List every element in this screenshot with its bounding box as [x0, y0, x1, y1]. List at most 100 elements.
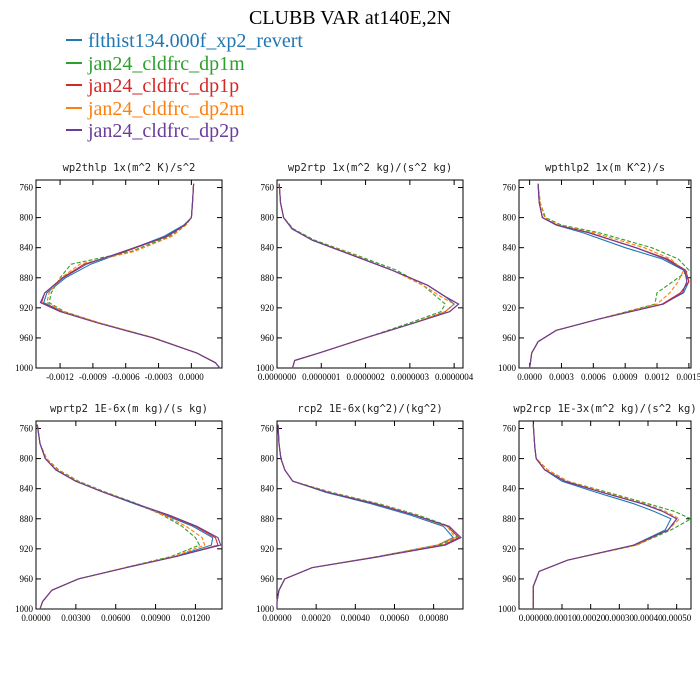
legend-item: jan24_cldfrc_dp2m: [66, 98, 303, 121]
series-line: [532, 424, 672, 609]
y-tick-label: 920: [20, 303, 34, 313]
y-tick-label: 920: [20, 544, 34, 554]
y-tick-label: 800: [20, 213, 34, 223]
chart-panel: wprtp2 1E-6x(m kg)/(s kg) 760 800 840 880 920…: [15, 403, 223, 623]
y-tick-label: 960: [20, 574, 34, 584]
x-tick-label: 0.0000: [517, 372, 542, 382]
legend-item: jan24_cldfrc_dp1p: [66, 75, 303, 98]
x-tick-label: -0.0009: [79, 372, 107, 382]
x-tick-label: 0.00300: [61, 613, 91, 623]
legend-swatch: [66, 61, 82, 64]
chart-panel: rcp2 1E-6x(kg^2)/(kg^2) 760 800 840 880 920 96…: [256, 403, 464, 623]
panel-title: wp2rtp 1x(m^2 kg)/(s^2 kg): [288, 162, 452, 174]
series-line: [36, 424, 219, 610]
y-tick-label: 840: [261, 243, 275, 253]
plot-frame: [35, 179, 223, 369]
y-tick-label: 800: [261, 454, 275, 464]
x-tick-label: 0.00080: [419, 613, 449, 623]
legend-label: jan24_cldfrc_dp2p: [88, 120, 240, 142]
legend-swatch: [66, 39, 82, 42]
y-tick-label: 960: [20, 333, 34, 343]
y-tick-label: 880: [20, 273, 34, 283]
series-line: [39, 183, 221, 369]
x-tick-label: 0.0000: [179, 372, 204, 382]
y-tick-label: 920: [261, 544, 275, 554]
x-tick-label: 0.00040: [633, 613, 663, 623]
x-tick-label: 0.00010: [547, 613, 577, 623]
y-tick-label: 760: [261, 424, 275, 434]
y-tick-label: 1000: [498, 604, 517, 614]
series-line: [278, 183, 447, 369]
x-tick-label: -0.0006: [112, 372, 140, 382]
series-line: [278, 183, 456, 369]
x-tick-label: 0.00000: [21, 613, 51, 623]
series-line: [276, 424, 458, 609]
series-line: [43, 183, 221, 369]
chart-panel: wpthlp2 1x(m K^2)/s 760 800 840 880 920 960 100…: [498, 162, 700, 382]
y-tick-label: 840: [261, 484, 275, 494]
series-line: [276, 424, 461, 609]
series-line: [532, 424, 678, 609]
series-line: [48, 183, 221, 369]
panel-title: wpthlp2 1x(m K^2)/s: [545, 162, 665, 174]
plot-frame: [276, 179, 464, 369]
plot-frame: [518, 179, 692, 369]
y-tick-label: 1000: [256, 363, 275, 373]
y-tick-label: 760: [20, 183, 34, 193]
y-tick-label: 1000: [256, 604, 275, 614]
x-tick-label: 0.00900: [141, 613, 171, 623]
legend-item: jan24_cldfrc_dp2p: [66, 120, 303, 143]
series-line: [278, 183, 460, 369]
series-line: [529, 183, 685, 369]
series-line: [278, 183, 455, 369]
x-tick-label: -0.0003: [145, 372, 173, 382]
plot-frame: [35, 420, 223, 610]
series-line: [529, 183, 688, 369]
y-tick-label: 760: [20, 424, 34, 434]
x-tick-label: 0.00030: [605, 613, 635, 623]
panel-title: wp2rcp 1E-3x(m^2 kg)/(s^2 kg): [513, 403, 696, 415]
x-tick-label: 0.0000004: [435, 372, 474, 382]
series-line: [532, 424, 678, 609]
y-tick-label: 960: [261, 574, 275, 584]
y-tick-label: 920: [503, 544, 517, 554]
y-tick-label: 880: [503, 273, 517, 283]
legend-label: jan24_cldfrc_dp1m: [88, 52, 245, 75]
series-line: [36, 424, 206, 610]
x-tick-label: 0.00040: [341, 613, 371, 623]
y-tick-label: 1000: [15, 604, 34, 614]
legend: flthist134.000f_xp2_revert jan24_cldfrc_…: [66, 30, 303, 143]
y-tick-label: 760: [503, 183, 517, 193]
figure-title: CLUBB VAR at140E,2N: [248, 7, 452, 29]
series-line: [46, 183, 221, 369]
y-tick-label: 880: [261, 514, 275, 524]
series-line: [529, 183, 690, 369]
x-tick-label: 0.0006: [581, 372, 606, 382]
y-tick-label: 880: [20, 514, 34, 524]
x-tick-label: 0.0000002: [346, 372, 384, 382]
plot-frame: [276, 420, 464, 610]
series-line: [276, 424, 457, 609]
series-line: [532, 424, 693, 609]
x-tick-label: 0.0015: [677, 372, 700, 382]
x-tick-label: 0.00000: [519, 613, 549, 623]
x-tick-label: 0.0003: [549, 372, 574, 382]
y-tick-label: 760: [261, 183, 275, 193]
x-tick-label: 0.01200: [181, 613, 211, 623]
x-tick-label: 0.00020: [302, 613, 332, 623]
panel-title: rcp2 1E-6x(kg^2)/(kg^2): [297, 403, 442, 415]
series-line: [36, 424, 201, 610]
y-tick-label: 760: [503, 424, 517, 434]
x-tick-label: 0.00050: [662, 613, 692, 623]
y-tick-label: 840: [20, 243, 34, 253]
series-line: [532, 424, 681, 609]
x-tick-label: 0.0000001: [302, 372, 340, 382]
panel-title: wp2thlp 1x(m^2 K)/s^2: [63, 162, 196, 174]
x-tick-label: 0.00000: [262, 613, 292, 623]
x-tick-label: 0.00060: [380, 613, 410, 623]
x-tick-label: 0.0009: [613, 372, 638, 382]
x-tick-label: 0.0000003: [391, 372, 430, 382]
chart-panel: wp2rcp 1E-3x(m^2 kg)/(s^2 kg) 760 800 840 88…: [498, 403, 697, 623]
series-line: [36, 424, 222, 610]
